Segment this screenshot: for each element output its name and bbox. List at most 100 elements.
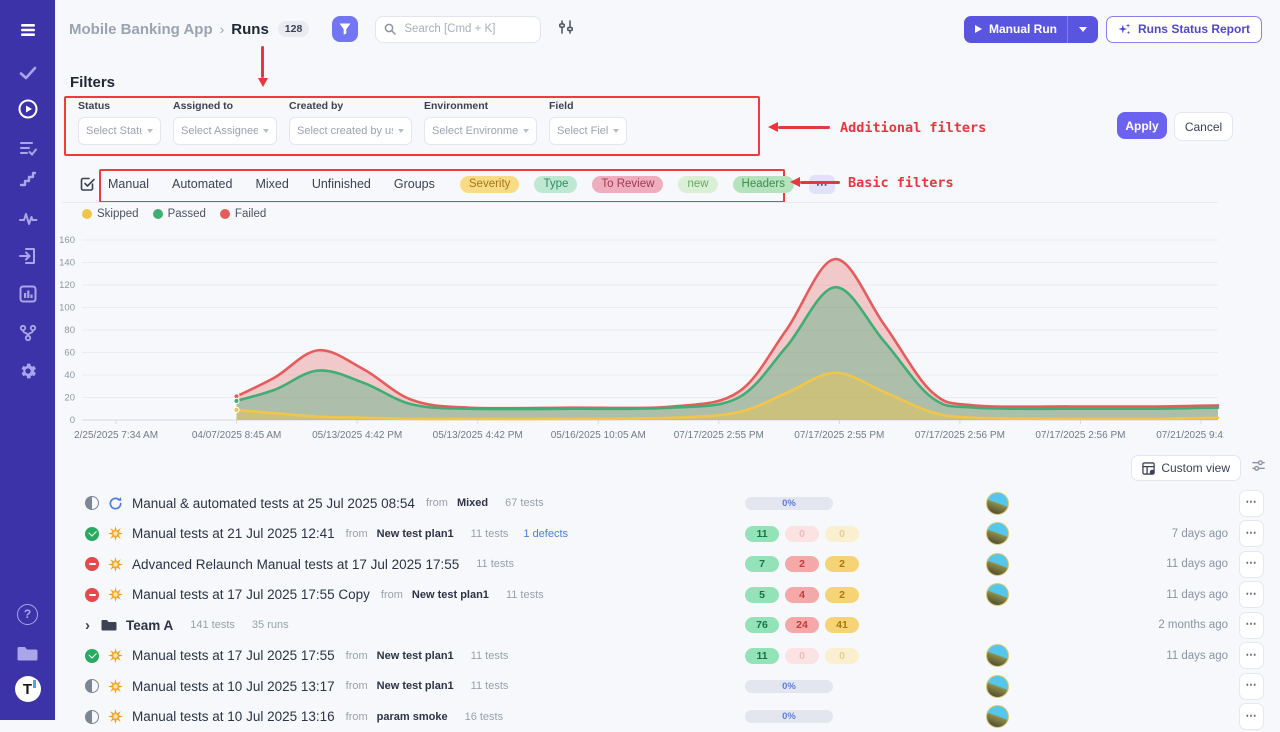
legend-dot	[82, 209, 92, 219]
annotation-basic-filters: Basic filters	[848, 175, 954, 191]
run-title: Manual tests at 10 Jul 2025 13:16	[132, 709, 335, 724]
filter-label: Assigned to	[173, 100, 277, 112]
svg-text:40: 40	[64, 370, 75, 381]
filter-link-unfinished[interactable]: Unfinished	[312, 177, 371, 191]
filter-chip-new[interactable]: new	[678, 176, 717, 193]
annotation-arrow-down-line	[261, 46, 264, 78]
search-box[interactable]	[375, 16, 541, 43]
run-row[interactable]: Manual tests at 10 Jul 2025 13:16frompar…	[62, 702, 1268, 732]
filter-select-field[interactable]: Select Field	[549, 117, 627, 145]
filter-chip-severity[interactable]: Severity	[460, 176, 520, 193]
annotation-arrow-additional-head	[768, 122, 778, 132]
analytics-chart-icon[interactable]	[0, 281, 55, 307]
run-type-burst-icon	[108, 526, 123, 541]
row-more-button[interactable]: ⋯	[1239, 551, 1264, 578]
filter-group-created-by: Created bySelect created by user	[289, 100, 412, 145]
pulse-icon[interactable]	[0, 206, 55, 232]
filter-link-mixed[interactable]: Mixed	[255, 177, 288, 191]
search-input[interactable]	[402, 22, 516, 36]
milestones-steps-icon[interactable]	[0, 166, 55, 192]
tests-check-icon[interactable]	[0, 60, 55, 86]
annotation-additional-filters: Additional filters	[840, 120, 986, 136]
filter-select-environment[interactable]: Select Environment	[424, 117, 537, 145]
filter-chip-headers[interactable]: Headers	[733, 176, 794, 193]
filter-chip-type[interactable]: Type	[534, 176, 577, 193]
run-row[interactable]: Manual tests at 17 Jul 2025 17:55fromNew…	[62, 641, 1268, 672]
filter-select-created-by[interactable]: Select created by user	[289, 117, 412, 145]
projects-folder-icon[interactable]	[0, 640, 55, 666]
run-defects-link[interactable]: 1 defects	[523, 528, 568, 540]
user-avatar	[986, 553, 1009, 576]
svg-text:140: 140	[59, 258, 75, 269]
row-more-button[interactable]: ⋯	[1239, 581, 1264, 608]
svg-text:05/16/2025 10:05 AM: 05/16/2025 10:05 AM	[551, 430, 646, 441]
breadcrumb-project[interactable]: Mobile Banking App	[69, 21, 213, 38]
chevron-down-icon[interactable]	[1079, 27, 1087, 32]
apply-button[interactable]: Apply	[1117, 112, 1167, 139]
select-placeholder: Select created by user	[297, 125, 393, 137]
search-icon	[384, 23, 396, 35]
group-chevron-icon[interactable]: ›	[85, 618, 90, 633]
run-row-right: ⋯	[1239, 490, 1264, 517]
badge-failed: 4	[785, 587, 819, 603]
run-row[interactable]: Manual & automated tests at 25 Jul 2025 …	[62, 488, 1268, 519]
app-logo[interactable]: T	[0, 676, 55, 702]
view-settings-sliders-icon[interactable]	[1251, 458, 1266, 478]
row-more-button[interactable]: ⋯	[1239, 520, 1264, 547]
bulk-edit-icon[interactable]	[79, 175, 96, 197]
search-settings-sliders-icon[interactable]	[558, 19, 574, 40]
filter-link-automated[interactable]: Automated	[172, 177, 232, 191]
row-more-button[interactable]: ⋯	[1239, 673, 1264, 700]
chevron-down-icon	[263, 129, 269, 133]
plans-list-icon[interactable]	[0, 135, 55, 161]
run-title: Manual tests at 21 Jul 2025 12:41	[132, 526, 335, 541]
runs-list: Manual & automated tests at 25 Jul 2025 …	[62, 488, 1268, 732]
badge-failed: 0	[785, 648, 819, 664]
filter-link-groups[interactable]: Groups	[394, 177, 435, 191]
folder-icon	[101, 618, 117, 632]
runs-play-icon[interactable]	[0, 96, 55, 122]
row-main: Manual & automated tests at 25 Jul 2025 …	[85, 496, 544, 511]
filter-funnel-button[interactable]	[332, 16, 358, 42]
filter-chip-more[interactable]: ⋯	[809, 175, 835, 194]
settings-gear-icon[interactable]	[0, 358, 55, 384]
row-more-button[interactable]: ⋯	[1239, 642, 1264, 669]
select-placeholder: Select Field	[557, 125, 608, 137]
row-more-button[interactable]: ⋯	[1239, 612, 1264, 639]
row-more-button[interactable]: ⋯	[1239, 703, 1264, 730]
cancel-button[interactable]: Cancel	[1174, 112, 1233, 141]
run-progress-bar: 0%	[745, 710, 833, 723]
svg-text:120: 120	[59, 280, 75, 291]
run-row[interactable]: Advanced Relaunch Manual tests at 17 Jul…	[62, 549, 1268, 580]
filter-select-status[interactable]: Select Status	[78, 117, 161, 145]
breadcrumb-page: Runs	[231, 21, 269, 38]
import-icon[interactable]	[0, 243, 55, 269]
filter-label: Field	[549, 100, 627, 112]
filter-chip-to-review[interactable]: To Review	[592, 176, 663, 193]
filter-link-manual[interactable]: Manual	[108, 177, 149, 191]
run-row[interactable]: Manual tests at 10 Jul 2025 13:17fromNew…	[62, 671, 1268, 702]
run-row[interactable]: Manual tests at 17 Jul 2025 17:55 Copyfr…	[62, 580, 1268, 611]
run-tests-count: 11 tests	[506, 589, 544, 601]
help-icon[interactable]: ?	[0, 601, 55, 627]
burst-icon	[108, 679, 123, 694]
group-row[interactable]: ›Team A141 tests35 runs7624412 months ag…	[62, 610, 1268, 641]
runs-status-report-button[interactable]: Runs Status Report	[1106, 16, 1262, 43]
branch-icon[interactable]	[0, 320, 55, 346]
menu-icon[interactable]	[0, 17, 55, 43]
svg-text:07/17/2025 2:56 PM: 07/17/2025 2:56 PM	[915, 430, 1005, 441]
runs-page: { "app": {"sidebar_color": "#3b33a7", "a…	[0, 0, 1280, 720]
run-metric: 762441	[745, 617, 859, 633]
topbar-right: Manual Run Runs Status Report	[964, 15, 1262, 43]
run-type-burst-icon	[108, 557, 123, 572]
run-row[interactable]: Manual tests at 21 Jul 2025 12:41fromNew…	[62, 519, 1268, 550]
svg-text:20: 20	[64, 393, 75, 404]
row-more-button[interactable]: ⋯	[1239, 490, 1264, 517]
filter-group-field: Field Select Field	[549, 100, 627, 145]
run-from-label: from	[346, 650, 368, 662]
manual-run-button[interactable]: Manual Run	[964, 16, 1098, 43]
filter-select-assigned-to[interactable]: Select Assignee	[173, 117, 277, 145]
filter-group-assigned-to: Assigned to Select Assignee	[173, 100, 277, 145]
custom-view-row: Custom view	[1131, 455, 1266, 481]
custom-view-button[interactable]: Custom view	[1131, 455, 1241, 481]
